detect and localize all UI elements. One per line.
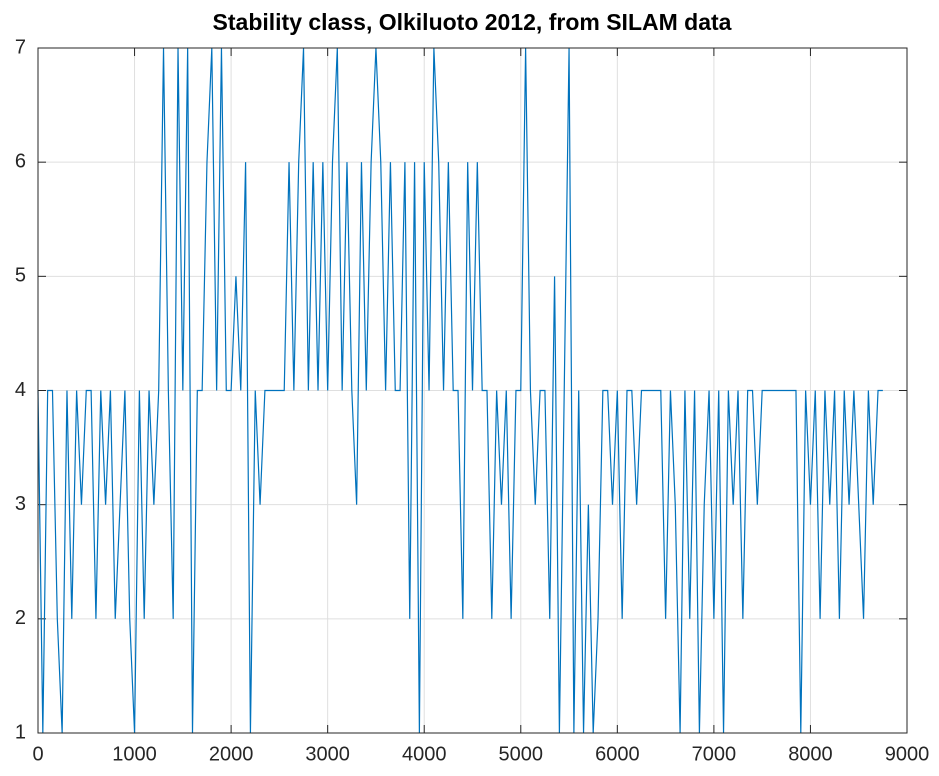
x-tick-label: 3000 <box>305 743 350 765</box>
y-tick-label: 7 <box>15 36 26 58</box>
x-tick-label: 8000 <box>788 743 833 765</box>
x-tick-label: 4000 <box>402 743 447 765</box>
chart-title: Stability class, Olkiluoto 2012, from SI… <box>213 9 732 35</box>
y-tick-label: 3 <box>15 493 26 515</box>
x-tick-label: 7000 <box>692 743 737 765</box>
x-tick-label: 0 <box>32 743 43 765</box>
y-tick-label: 4 <box>15 379 26 401</box>
x-tick-label: 1000 <box>112 743 157 765</box>
x-tick-label: 2000 <box>209 743 254 765</box>
x-tick-label: 5000 <box>499 743 544 765</box>
data-line <box>37 47 883 734</box>
y-tick-label: 6 <box>15 150 26 172</box>
y-tick-label: 1 <box>15 721 26 743</box>
x-tick-label: 6000 <box>595 743 640 765</box>
y-tick-label: 5 <box>15 265 26 287</box>
x-tick-label: 9000 <box>885 743 930 765</box>
plot-border <box>37 47 908 734</box>
y-tick-label: 2 <box>15 607 26 629</box>
